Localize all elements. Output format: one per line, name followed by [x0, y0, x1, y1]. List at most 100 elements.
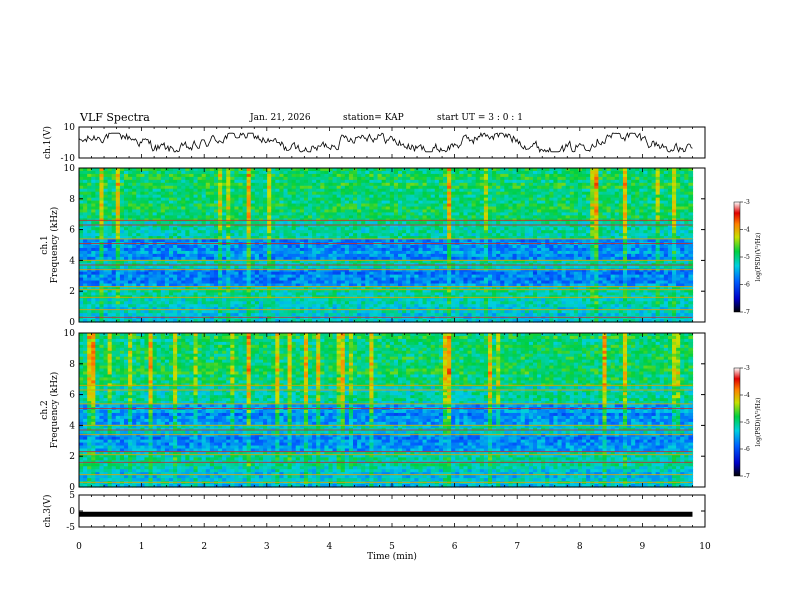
spectrogram-cell: [226, 185, 231, 190]
spectrogram-cell: [177, 289, 182, 293]
spectrogram-cell: [136, 274, 141, 279]
spectrogram-cell: [87, 286, 92, 291]
spectrogram-cell: [177, 173, 182, 178]
spectrogram-cell: [242, 173, 248, 178]
spectrogram-cell: [275, 188, 280, 193]
spectrogram-cell: [99, 292, 105, 296]
spectrogram-cell: [87, 239, 92, 243]
spectrogram-cell: [316, 245, 321, 249]
spectrogram-cell: [234, 265, 240, 270]
spectrogram-cell: [299, 280, 305, 285]
spectrogram-cell: [156, 271, 162, 276]
spectrogram-cell: [111, 307, 117, 311]
spectrogram-cell: [275, 280, 280, 285]
spectrogram-cell: [271, 221, 276, 225]
spectrogram-cell: [185, 301, 191, 305]
spectrogram-cell: [299, 265, 305, 270]
spectrogram-cell: [254, 301, 260, 305]
spectrogram-cell: [238, 212, 244, 216]
spectrogram-cell: [258, 259, 264, 264]
spectrogram-cell: [242, 188, 248, 193]
station-label: station= KAP: [343, 113, 404, 123]
spectrogram-cell: [123, 307, 129, 311]
spectrogram-cell: [271, 283, 276, 288]
spectrogram-cell: [177, 265, 182, 270]
spectrogram-cell: [177, 188, 182, 193]
spectrogram-cell: [242, 212, 248, 216]
spectrogram-cell: [152, 200, 158, 205]
spectrogram-cell: [258, 224, 264, 228]
spectrogram-cell: [283, 298, 289, 302]
spectrogram-cell: [91, 209, 96, 214]
spectrogram-cell: [152, 298, 158, 302]
spectrogram-cell: [283, 221, 289, 225]
spectrogram-cell: [238, 233, 244, 237]
spectrogram-cell: [279, 215, 285, 219]
spectrogram-cell: [267, 168, 272, 172]
spectrogram-cell: [181, 221, 186, 225]
spectrogram-cell: [173, 182, 178, 187]
spectrogram-cell: [91, 206, 96, 211]
spectrogram-cell: [91, 212, 96, 216]
spectrogram-cell: [287, 271, 293, 276]
spectrogram-cell: [295, 292, 301, 296]
spectrogram-cell: [230, 292, 236, 296]
spectrogram-cell: [119, 179, 125, 184]
spectrogram-cell: [107, 307, 113, 311]
spectrogram-cell: [185, 206, 191, 211]
spectrogram-cell: [87, 247, 92, 252]
spectrogram-cell: [185, 289, 191, 293]
spectrogram-cell: [287, 298, 293, 302]
spectrogram-cell: [173, 206, 178, 211]
spectrogram-cell: [197, 197, 203, 202]
spectrogram-cell: [254, 209, 260, 214]
spectrogram-cell: [299, 203, 305, 208]
spectrogram-cell: [226, 182, 231, 187]
spectrogram-cell: [193, 259, 199, 264]
spectrogram-cell: [123, 271, 129, 276]
spectrogram-cell: [99, 253, 105, 258]
spectrogram-cell: [95, 212, 101, 216]
spectrogram-cell: [205, 173, 211, 178]
spectrogram-cell: [177, 224, 182, 228]
spectrogram-cell: [254, 212, 260, 216]
spectrogram-cell: [275, 224, 280, 228]
spectrogram-cell: [168, 283, 174, 288]
spectrogram-cell: [209, 307, 215, 311]
spectrogram-cell: [193, 268, 199, 273]
spectrogram-cell: [185, 173, 191, 178]
spectrogram-cell: [205, 283, 211, 288]
spectrogram-cell: [140, 319, 146, 323]
spectrogram-cell: [152, 182, 158, 187]
spectrogram-cell: [111, 206, 117, 211]
spectrogram-cell: [173, 168, 178, 172]
spectrogram-cell: [222, 203, 227, 208]
spectrogram-cell: [181, 173, 186, 178]
spectrogram-cell: [230, 286, 236, 291]
spectrogram-cell: [103, 247, 109, 252]
spectrogram-cell: [275, 292, 280, 296]
spectrogram-cell: [295, 188, 301, 193]
spectrogram-cell: [156, 209, 162, 214]
spectrogram-cell: [222, 200, 227, 205]
spectrogram-cell: [152, 313, 158, 317]
spectrogram-cell: [299, 194, 305, 199]
spectrogram-cell: [234, 253, 240, 258]
spectrogram-cell: [99, 197, 105, 202]
spectrogram-cell: [316, 224, 321, 228]
spectrogram-cell: [267, 280, 272, 285]
spectrogram-cell: [291, 268, 297, 273]
spectrogram-cell: [222, 283, 227, 288]
spectrogram-cell: [197, 247, 203, 252]
spectrogram-cell: [140, 256, 146, 261]
spectrogram-cell: [128, 313, 133, 317]
spectrogram-cell: [152, 289, 158, 293]
spectrogram-cell: [246, 283, 252, 288]
spectrogram-cell: [168, 203, 174, 208]
spectrogram-cell: [128, 319, 133, 323]
spectrogram-cell: [213, 176, 219, 181]
spectrogram-cell: [222, 194, 227, 199]
spectrogram-cell: [132, 265, 137, 270]
spectrogram-cell: [209, 188, 215, 193]
spectrogram-cell: [103, 313, 109, 317]
